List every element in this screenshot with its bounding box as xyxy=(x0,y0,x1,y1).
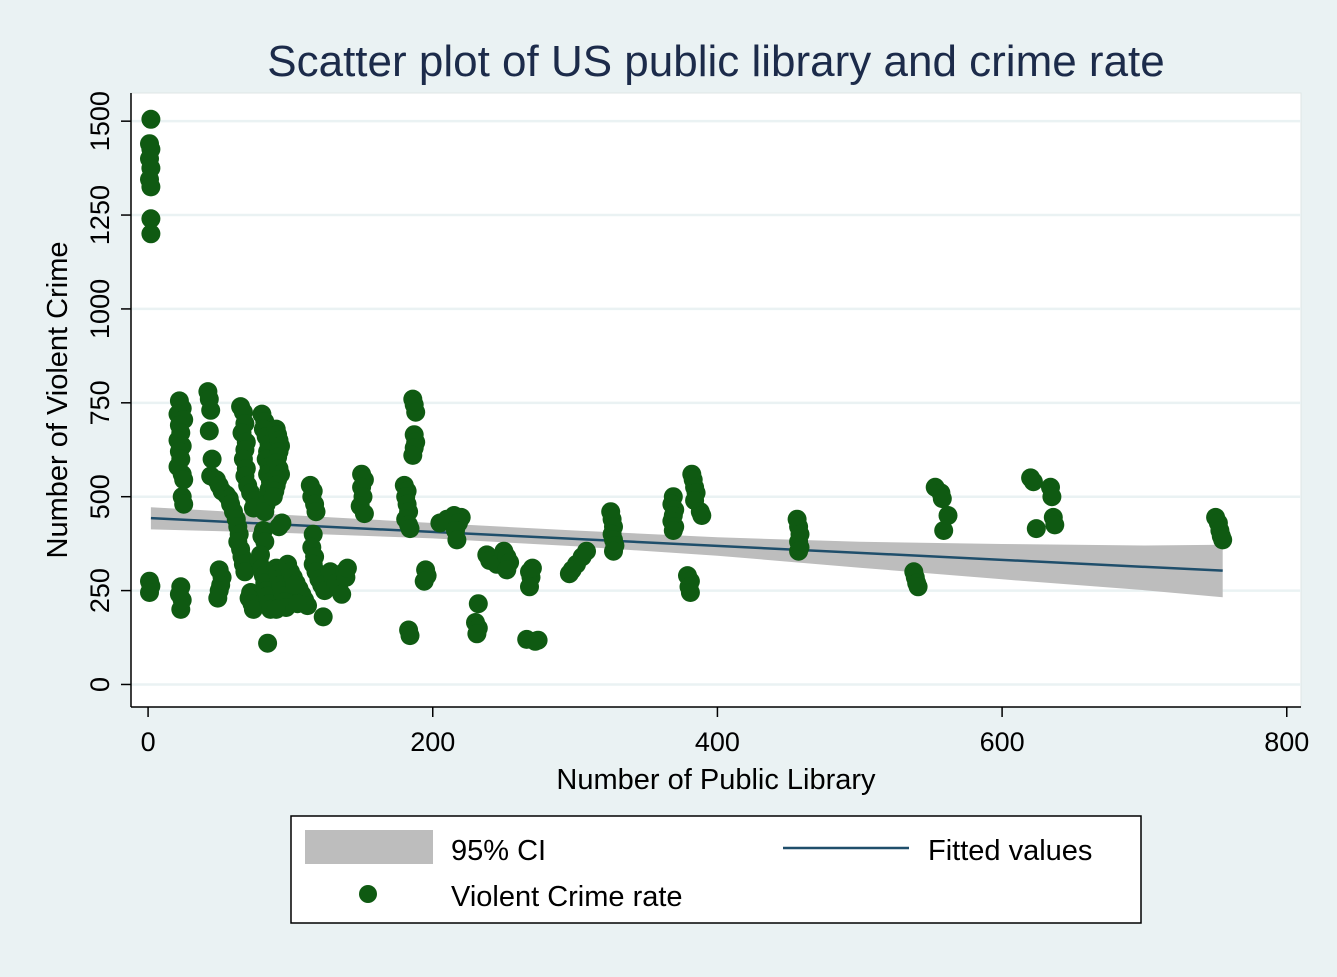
y-tick-label: 1500 xyxy=(85,91,115,151)
data-point xyxy=(1023,472,1043,492)
data-point xyxy=(141,109,161,129)
data-point xyxy=(467,624,487,644)
plot-area xyxy=(130,92,1302,708)
data-point xyxy=(447,530,467,550)
legend-ci-label: 95% CI xyxy=(451,835,546,867)
y-tick-label: 0 xyxy=(85,677,115,692)
data-point xyxy=(1045,515,1065,535)
data-point xyxy=(932,489,952,509)
y-tick-label: 750 xyxy=(85,380,115,425)
data-point xyxy=(604,541,623,561)
data-point xyxy=(174,470,194,490)
y-tick-label: 250 xyxy=(85,568,115,613)
y-tick-label: 1000 xyxy=(85,279,115,339)
chart-title: Scatter plot of US public library and cr… xyxy=(267,37,1165,86)
data-point xyxy=(263,487,283,507)
data-point xyxy=(403,445,423,465)
x-tick-label: 600 xyxy=(980,727,1025,757)
data-point xyxy=(577,541,596,561)
data-point xyxy=(174,494,194,514)
data-point xyxy=(522,558,542,578)
data-point xyxy=(140,583,159,602)
legend-fit-label: Fitted values xyxy=(928,835,1092,867)
x-tick-label: 200 xyxy=(410,727,455,757)
data-point xyxy=(789,541,809,561)
y-tick-label: 500 xyxy=(85,474,115,519)
data-point xyxy=(663,521,683,540)
data-point xyxy=(908,577,928,597)
x-axis-label: Number of Public Library xyxy=(556,764,876,796)
legend-ci-swatch xyxy=(305,830,433,864)
data-point xyxy=(258,633,278,653)
data-point xyxy=(208,588,228,608)
x-tick-label: 0 xyxy=(141,727,156,757)
data-point xyxy=(255,502,275,522)
data-point xyxy=(199,421,219,441)
data-point xyxy=(235,562,255,582)
points-layer xyxy=(140,109,1233,653)
data-point xyxy=(400,626,420,646)
data-point xyxy=(243,599,263,619)
data-point xyxy=(288,594,307,614)
data-point xyxy=(1026,519,1046,539)
data-point xyxy=(400,519,420,539)
data-point xyxy=(1042,487,1062,507)
data-point xyxy=(201,400,221,420)
data-point xyxy=(285,575,305,595)
y-tick-label: 1250 xyxy=(85,185,115,245)
data-point xyxy=(202,449,222,469)
data-point xyxy=(269,517,289,537)
data-point xyxy=(141,209,161,229)
data-point xyxy=(934,521,954,540)
data-point xyxy=(938,506,958,525)
data-point xyxy=(332,584,352,604)
x-tick-label: 800 xyxy=(1264,727,1309,757)
data-point xyxy=(266,599,286,619)
data-point xyxy=(306,502,326,522)
data-point xyxy=(497,560,517,580)
data-point xyxy=(354,504,374,524)
data-point xyxy=(337,558,357,578)
data-point xyxy=(468,594,488,614)
fitted-line-layer xyxy=(150,516,1223,572)
data-point xyxy=(1213,530,1233,550)
y-axis-label: Number of Violent Crime xyxy=(42,242,74,559)
data-point xyxy=(520,577,539,597)
data-point xyxy=(141,224,161,244)
data-point xyxy=(692,506,712,525)
legend-point-swatch xyxy=(359,885,377,903)
x-tick-label: 400 xyxy=(695,727,740,757)
fitted-line xyxy=(150,516,1223,572)
legend-points-label: Violent Crime rate xyxy=(451,881,683,913)
data-point xyxy=(141,177,161,197)
data-point xyxy=(171,599,191,619)
legend: 95% CI Fitted values Violent Crime rate xyxy=(290,815,1142,924)
data-point xyxy=(313,607,333,627)
data-point xyxy=(680,583,700,602)
data-point xyxy=(528,630,548,650)
data-point xyxy=(406,402,426,422)
axes: 0 250 500 750 1000 1250 1500 0 200 400 600 800 xyxy=(85,91,1309,757)
data-point xyxy=(414,571,434,591)
